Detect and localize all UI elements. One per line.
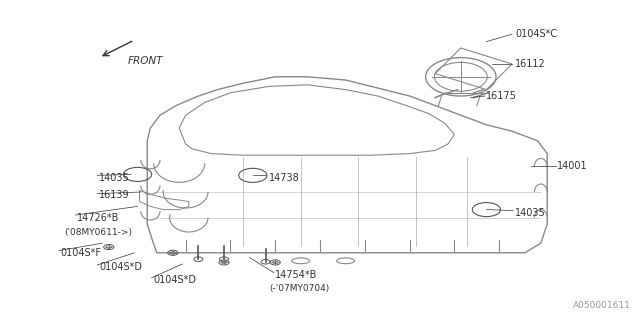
Text: FRONT: FRONT bbox=[128, 56, 163, 66]
Text: 14035: 14035 bbox=[99, 172, 130, 183]
Text: A050001611: A050001611 bbox=[573, 301, 630, 310]
Text: 14001: 14001 bbox=[557, 161, 588, 172]
Text: 16139: 16139 bbox=[99, 190, 130, 200]
Text: 14726*B: 14726*B bbox=[77, 212, 119, 223]
Text: ('08MY0611->): ('08MY0611->) bbox=[64, 228, 132, 236]
Text: 16112: 16112 bbox=[515, 59, 546, 69]
Text: 14738: 14738 bbox=[269, 172, 300, 183]
Text: 0104S*D: 0104S*D bbox=[154, 275, 196, 285]
Text: 0104S*C: 0104S*C bbox=[515, 28, 557, 39]
Text: 0104S*D: 0104S*D bbox=[99, 262, 142, 272]
Text: 0104S*F: 0104S*F bbox=[61, 248, 102, 258]
Text: 14035: 14035 bbox=[515, 208, 546, 218]
Text: 16175: 16175 bbox=[486, 91, 517, 101]
Text: 14754*B: 14754*B bbox=[275, 270, 317, 280]
Text: (-'07MY0704): (-'07MY0704) bbox=[269, 284, 329, 292]
